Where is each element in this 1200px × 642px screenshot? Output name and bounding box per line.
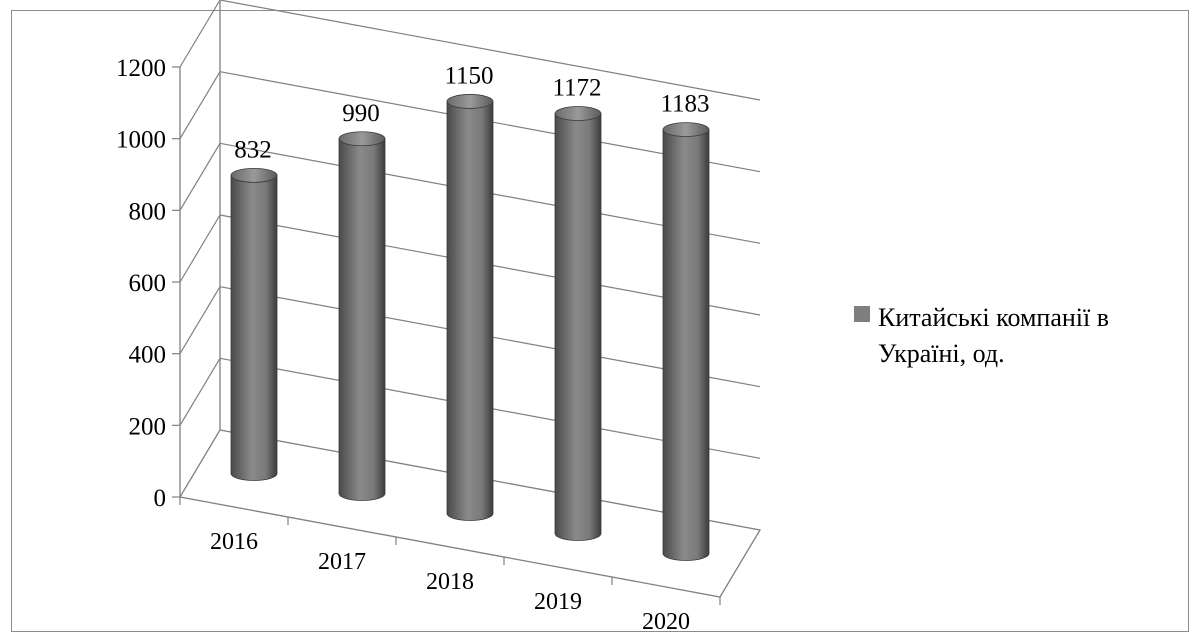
x-tick-label: 2018	[426, 569, 474, 595]
bar	[554, 106, 602, 541]
gridline-side	[179, 214, 221, 283]
y-tick-label: 0	[154, 485, 167, 512]
axis-layer	[172, 0, 762, 605]
bar-body	[554, 113, 602, 541]
y-tick-label: 800	[129, 198, 167, 225]
gridline-side	[179, 0, 221, 68]
bar-body	[230, 174, 278, 481]
gridline-side	[179, 71, 221, 139]
bar-top	[662, 122, 710, 137]
floor-plane	[178, 429, 762, 598]
legend: Китайські компанії в Україні, од.	[854, 303, 1109, 368]
x-tick-label: 2019	[534, 589, 582, 615]
bars-layer	[230, 94, 710, 561]
data-label: 1150	[444, 62, 493, 89]
bar	[662, 122, 710, 561]
bar-body	[338, 138, 386, 501]
data-label: 1172	[552, 75, 601, 102]
x-tick-label: 2016	[210, 529, 258, 555]
bar	[338, 131, 386, 501]
bar	[446, 94, 494, 521]
y-tick-label: 1200	[116, 55, 166, 82]
y-tick-label: 600	[129, 270, 167, 297]
gridline-side	[179, 358, 221, 426]
bar	[230, 167, 278, 481]
labels-layer: 0 200 400 600 800 1000 1200 2016 2017 2018 2019 202…	[116, 55, 710, 635]
y-tick-label: 200	[129, 413, 167, 440]
gridline	[219, 0, 761, 101]
y-tick-label: 1000	[116, 127, 166, 154]
bar-top	[338, 131, 386, 147]
y-tick-label: 400	[129, 342, 167, 369]
legend-swatch	[854, 306, 870, 322]
data-label: 1183	[660, 91, 709, 118]
gridline-side	[179, 143, 221, 211]
legend-text-line1: Китайські компанії в	[878, 303, 1109, 332]
bar-body	[446, 101, 494, 521]
x-tick-label: 2017	[318, 549, 366, 575]
bar-top	[554, 106, 602, 121]
legend-text-line2: Україні, од.	[878, 339, 1005, 368]
x-tick-label: 2020	[642, 609, 690, 635]
bar-top	[230, 167, 278, 183]
bar-top	[446, 94, 494, 109]
bar-body	[662, 129, 710, 561]
data-label: 990	[342, 100, 380, 127]
gridline-side	[179, 286, 221, 354]
data-label: 832	[234, 136, 272, 163]
